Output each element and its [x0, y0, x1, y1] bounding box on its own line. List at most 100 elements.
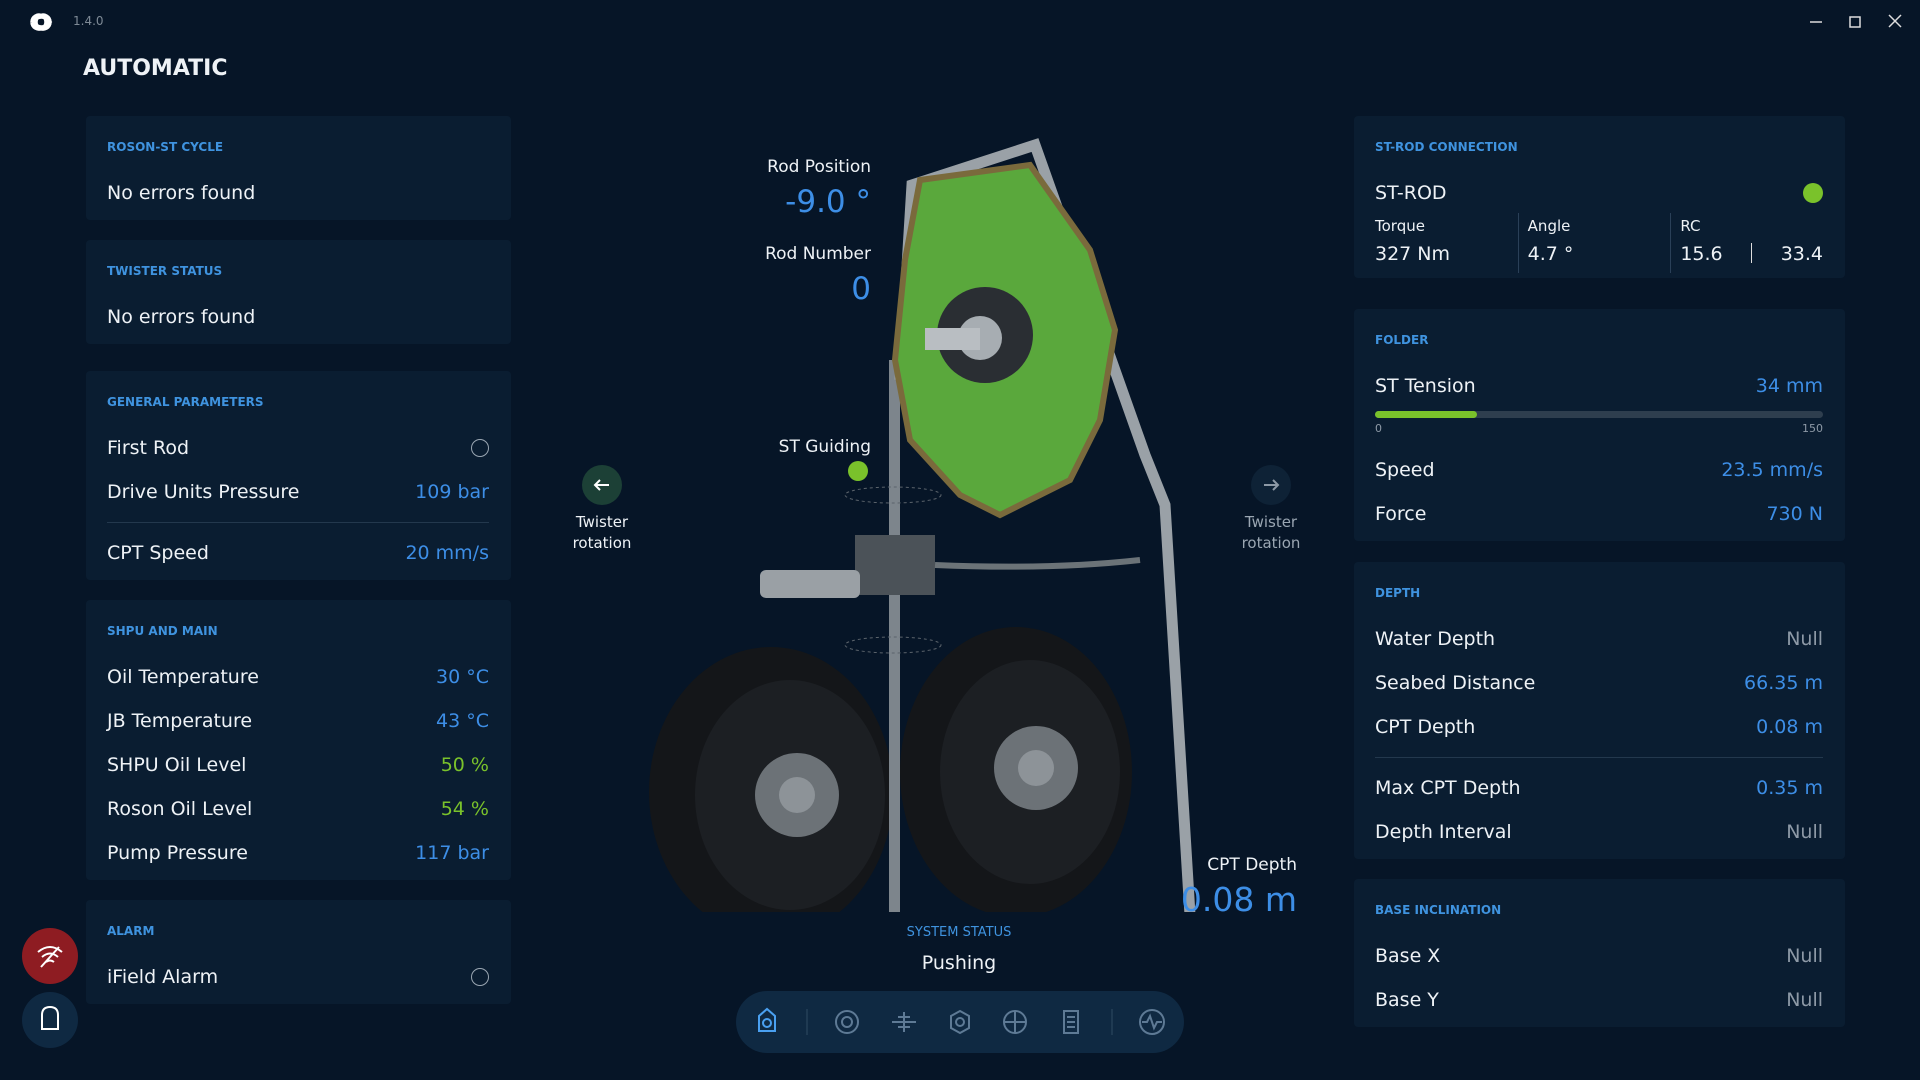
- param-value: 23.5 mm/s: [1721, 459, 1823, 481]
- nav-monitor[interactable]: [1139, 1009, 1165, 1035]
- param-label: JB Temperature: [107, 710, 253, 732]
- panel-title: BASE INCLINATION: [1375, 903, 1502, 917]
- nav-home[interactable]: [758, 1007, 776, 1032]
- row-group: CPT Speed 20 mm/s: [107, 522, 489, 575]
- param-label: CPT Speed: [107, 542, 209, 564]
- param-label: iField Alarm: [107, 966, 219, 988]
- param-label: Depth Interval: [1375, 821, 1512, 843]
- param-value: 54 %: [440, 798, 489, 820]
- param-row: Depth Interval Null: [1375, 810, 1823, 854]
- param-row: First Rod: [107, 426, 489, 470]
- param-value: Null: [1786, 945, 1823, 967]
- metric-value: 327 Nm: [1375, 243, 1451, 265]
- app-logo: [30, 13, 53, 31]
- side-buttons: [22, 928, 78, 1048]
- status-row: ST-ROD: [1375, 171, 1823, 215]
- panel-title: TWISTER STATUS: [107, 264, 223, 278]
- param-row: Water Depth Null: [1375, 617, 1823, 661]
- app-version: 1.4.0: [73, 14, 104, 28]
- param-row: JB Temperature 43 °C: [107, 699, 489, 743]
- param-value: 117 bar: [415, 842, 489, 864]
- param-row: CPT Speed 20 mm/s: [107, 531, 489, 575]
- system-status-label: SYSTEM STATUS: [906, 925, 1012, 940]
- param-value: Null: [1786, 821, 1823, 843]
- param-value: 43 °C: [436, 710, 489, 732]
- param-label: Seabed Distance: [1375, 672, 1536, 694]
- tension-row: ST Tension 34 mm: [1375, 364, 1823, 408]
- metrics: Torque 327 Nm Angle 4.7 ° RC 15.6 33.4: [1375, 213, 1823, 273]
- param-label: Force: [1375, 503, 1427, 525]
- param-label: First Rod: [107, 437, 190, 459]
- param-value: 20 mm/s: [405, 542, 489, 564]
- param-value: 730 N: [1766, 503, 1823, 525]
- page-title: AUTOMATIC: [83, 56, 228, 81]
- st-guiding-indicator: [848, 461, 868, 481]
- param-row: SHPU Oil Level 50 %: [107, 743, 489, 787]
- radio-toggle[interactable]: [471, 968, 489, 986]
- param-row: CPT Depth 0.08 m: [1375, 705, 1823, 749]
- st-guiding-label: ST Guiding: [778, 437, 871, 457]
- param-row: Pump Pressure 117 bar: [107, 831, 489, 875]
- value-separator: [1750, 243, 1753, 263]
- panel-title: ROSON-ST CYCLE: [107, 140, 224, 154]
- param-row: Oil Temperature 30 °C: [107, 655, 489, 699]
- param-label: Max CPT Depth: [1375, 777, 1521, 799]
- param-label: Base X: [1375, 945, 1441, 967]
- rod-number-label: Rod Number: [765, 244, 871, 264]
- param-label: Pump Pressure: [107, 842, 248, 864]
- metric-value: 15.6: [1680, 243, 1723, 265]
- metric-value: 4.7 °: [1527, 243, 1574, 265]
- param-value: 0.35 m: [1756, 777, 1823, 799]
- status-panel: ROSON-ST CYCLE No errors found: [86, 116, 511, 220]
- scale-max: 150: [1802, 422, 1823, 435]
- status-panel: ST-ROD CONNECTION ST-ROD Torque 327 Nm Angle…: [1354, 116, 1845, 278]
- status-label: ST-ROD: [1375, 182, 1447, 204]
- param-row: Base Y Null: [1375, 978, 1823, 1022]
- nav-rotation[interactable]: [835, 1010, 859, 1034]
- param-value: Null: [1786, 989, 1823, 1011]
- window-controls[interactable]: [1800, 10, 1910, 32]
- panel-title: DEPTH: [1375, 586, 1421, 600]
- param-row: Roson Oil Level 54 %: [107, 787, 489, 831]
- param-label: Base Y: [1375, 989, 1439, 1011]
- row-group: First Rod Drive Units Pressure 109 bar: [107, 426, 489, 514]
- param-label: SHPU Oil Level: [107, 754, 247, 776]
- bag-button[interactable]: [22, 992, 78, 1048]
- metric-values: 15.6 33.4: [1680, 243, 1823, 265]
- metric-label: RC: [1680, 217, 1701, 235]
- twister-left-button[interactable]: [580, 463, 624, 507]
- nav-settings[interactable]: [950, 1009, 970, 1035]
- nav-log[interactable]: [1063, 1010, 1079, 1034]
- status-panel: BASE INCLINATION Base X Null Base Y Null: [1354, 879, 1845, 1027]
- param-row: Force 730 N: [1375, 492, 1823, 536]
- twister-right-button[interactable]: [1249, 463, 1293, 507]
- metric-label: Angle: [1527, 217, 1571, 235]
- metric-label: Torque: [1375, 217, 1425, 235]
- status-panel: ALARM iField Alarm: [86, 900, 511, 1004]
- param-row: Base X Null: [1375, 934, 1823, 978]
- param-label: Water Depth: [1375, 628, 1496, 650]
- status-panel: DEPTH Water Depth Null Seabed Distance 66.35…: [1354, 562, 1845, 859]
- radio-toggle[interactable]: [471, 439, 489, 457]
- param-label: Speed: [1375, 459, 1435, 481]
- row-group: iField Alarm: [107, 955, 489, 999]
- param-value: 109 bar: [415, 481, 489, 503]
- nav-guide[interactable]: [892, 1012, 916, 1032]
- progress-scale: 0 150: [1375, 418, 1823, 448]
- param-value: Null: [1786, 628, 1823, 650]
- status-indicator: [1803, 183, 1823, 203]
- param-row: Speed 23.5 mm/s: [1375, 448, 1823, 492]
- param-row: Drive Units Pressure 109 bar: [107, 470, 489, 514]
- cpt-depth-value: 0.08 m: [1180, 880, 1297, 919]
- status-panel: FOLDER ST Tension 34 mm 0 150 Speed 23.5 mm/s F…: [1354, 309, 1845, 541]
- status-panel: TWISTER STATUS No errors found: [86, 240, 511, 344]
- metric-value: 33.4: [1780, 243, 1823, 265]
- param-label: Drive Units Pressure: [107, 481, 300, 503]
- rod-position-value: -9.0 °: [785, 184, 871, 220]
- system-status-value: Pushing: [921, 952, 997, 974]
- cpt-depth-label: CPT Depth: [1207, 855, 1297, 875]
- param-label: Roson Oil Level: [107, 798, 253, 820]
- metric: RC 15.6 33.4: [1670, 213, 1823, 273]
